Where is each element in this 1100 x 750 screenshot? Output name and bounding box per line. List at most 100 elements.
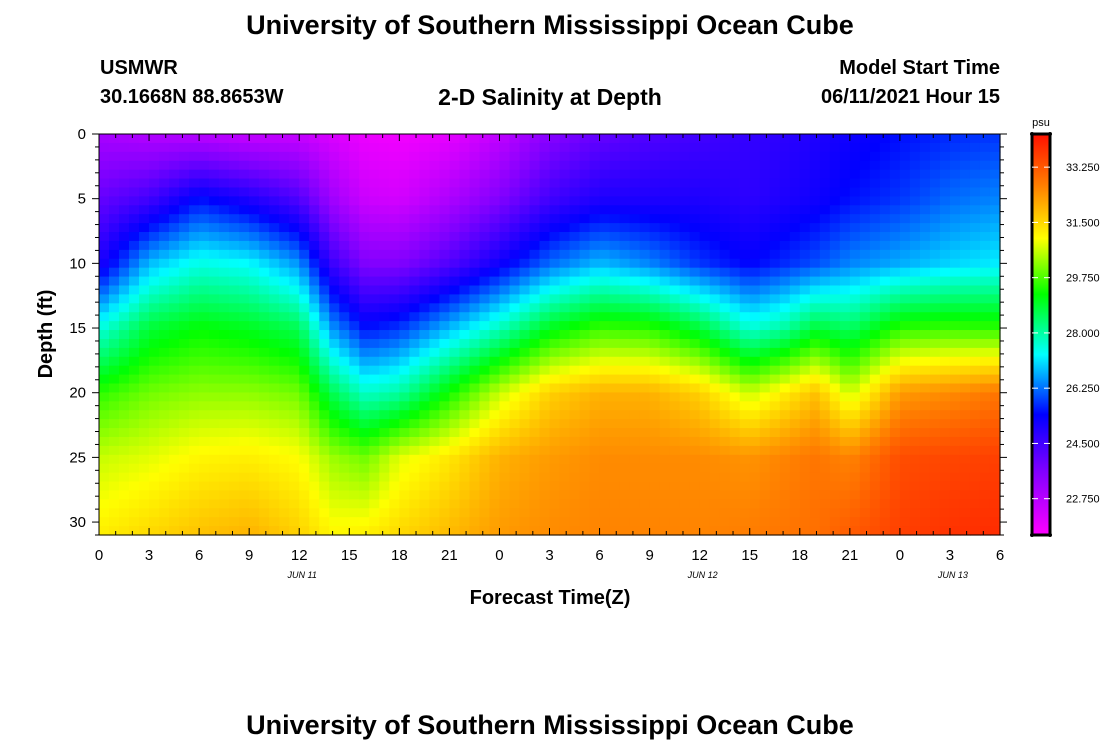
heatmap-cell <box>829 374 841 385</box>
heatmap-cell <box>349 392 360 402</box>
heatmap-cell <box>769 419 781 429</box>
heatmap-cell <box>269 196 280 206</box>
heatmap-cell <box>509 508 521 518</box>
heatmap-cell <box>839 258 851 269</box>
heatmap-cell <box>409 463 420 474</box>
heatmap-cell <box>309 463 320 474</box>
heatmap-cell <box>809 134 821 144</box>
heatmap-cell <box>829 401 841 411</box>
heatmap-cell <box>339 142 350 153</box>
heatmap-cell <box>539 392 551 402</box>
heatmap-cell <box>399 214 410 224</box>
heatmap-cell <box>909 303 921 313</box>
heatmap-cell <box>809 472 821 483</box>
heatmap-cell <box>949 205 961 215</box>
heatmap-cell <box>909 169 921 180</box>
heatmap-cell <box>619 383 631 394</box>
heatmap-cell <box>779 169 791 180</box>
heatmap-cell <box>299 285 310 295</box>
heatmap-cell <box>839 142 851 153</box>
heatmap-cell <box>889 392 901 402</box>
heatmap-cell <box>689 463 701 474</box>
heatmap-cell <box>629 258 641 269</box>
heatmap-cell <box>909 436 921 447</box>
heatmap-cell <box>119 499 130 509</box>
heatmap-cell <box>499 526 511 536</box>
heatmap-cell <box>369 481 380 492</box>
heatmap-cell <box>609 499 621 509</box>
heatmap-cell <box>329 205 340 215</box>
heatmap-cell <box>189 472 200 483</box>
heatmap-cell <box>899 312 911 322</box>
heatmap-cell <box>639 338 651 349</box>
heatmap-cell <box>769 356 781 367</box>
heatmap-cell <box>319 285 330 295</box>
heatmap-cell <box>199 481 210 492</box>
heatmap-cell <box>179 285 190 295</box>
heatmap-cell <box>969 365 981 376</box>
heatmap-cell <box>649 338 661 349</box>
heatmap-cell <box>269 365 280 376</box>
heatmap-cell <box>259 428 270 438</box>
heatmap-cell <box>939 285 951 295</box>
heatmap-cell <box>649 223 661 233</box>
heatmap-cell <box>579 249 591 260</box>
heatmap-cell <box>679 428 691 438</box>
heatmap-cell <box>279 160 290 171</box>
heatmap-cell <box>229 499 240 509</box>
heatmap-cell <box>369 151 380 162</box>
heatmap-cell <box>149 472 160 483</box>
heatmap-cell <box>529 526 541 536</box>
heatmap-cell <box>299 330 310 340</box>
heatmap-cell <box>609 454 621 465</box>
heatmap-cell <box>859 285 871 295</box>
heatmap-cell <box>209 214 220 224</box>
heatmap-cell <box>499 383 511 394</box>
heatmap-cell <box>769 347 781 358</box>
heatmap-cell <box>809 436 821 447</box>
heatmap-cell <box>139 249 150 260</box>
heatmap-cell <box>319 410 330 420</box>
heatmap-cell <box>189 276 200 287</box>
heatmap-cell <box>159 249 170 260</box>
heatmap-cell <box>889 454 901 465</box>
heatmap-cell <box>99 490 110 500</box>
heatmap-cell <box>489 454 501 465</box>
heatmap-cell <box>809 142 821 153</box>
heatmap-cell <box>189 499 200 509</box>
heatmap-cell <box>589 499 601 509</box>
heatmap-cell <box>289 249 300 260</box>
heatmap-cell <box>969 383 981 394</box>
heatmap-cell <box>409 392 420 402</box>
heatmap-cell <box>789 187 801 197</box>
heatmap-cell <box>699 508 711 518</box>
heatmap-cell <box>209 303 220 313</box>
heatmap-cell <box>389 365 400 376</box>
heatmap-cell <box>209 410 220 420</box>
heatmap-cell <box>189 419 200 429</box>
heatmap-cell <box>219 294 230 304</box>
heatmap-cell <box>479 312 491 322</box>
heatmap-cell <box>459 428 471 438</box>
heatmap-cell <box>879 338 891 349</box>
heatmap-cell <box>829 445 841 456</box>
heatmap-cell <box>629 481 641 492</box>
heatmap-cell <box>839 392 851 402</box>
heatmap-cell <box>689 338 701 349</box>
heatmap-cell <box>409 419 420 429</box>
heatmap-cell <box>859 240 871 251</box>
heatmap-cell <box>789 392 801 402</box>
heatmap-cell <box>499 481 511 492</box>
heatmap-cell <box>359 472 370 483</box>
heatmap-cell <box>629 303 641 313</box>
heatmap-cell <box>519 463 531 474</box>
heatmap-cell <box>649 481 661 492</box>
heatmap-cell <box>849 347 861 358</box>
heatmap-cell <box>819 392 831 402</box>
heatmap-cell <box>299 392 310 402</box>
heatmap-cell <box>759 240 771 251</box>
heatmap-cell <box>839 517 851 527</box>
heatmap-cell <box>989 374 1001 385</box>
heatmap-cell <box>759 401 771 411</box>
heatmap-cell <box>809 481 821 492</box>
